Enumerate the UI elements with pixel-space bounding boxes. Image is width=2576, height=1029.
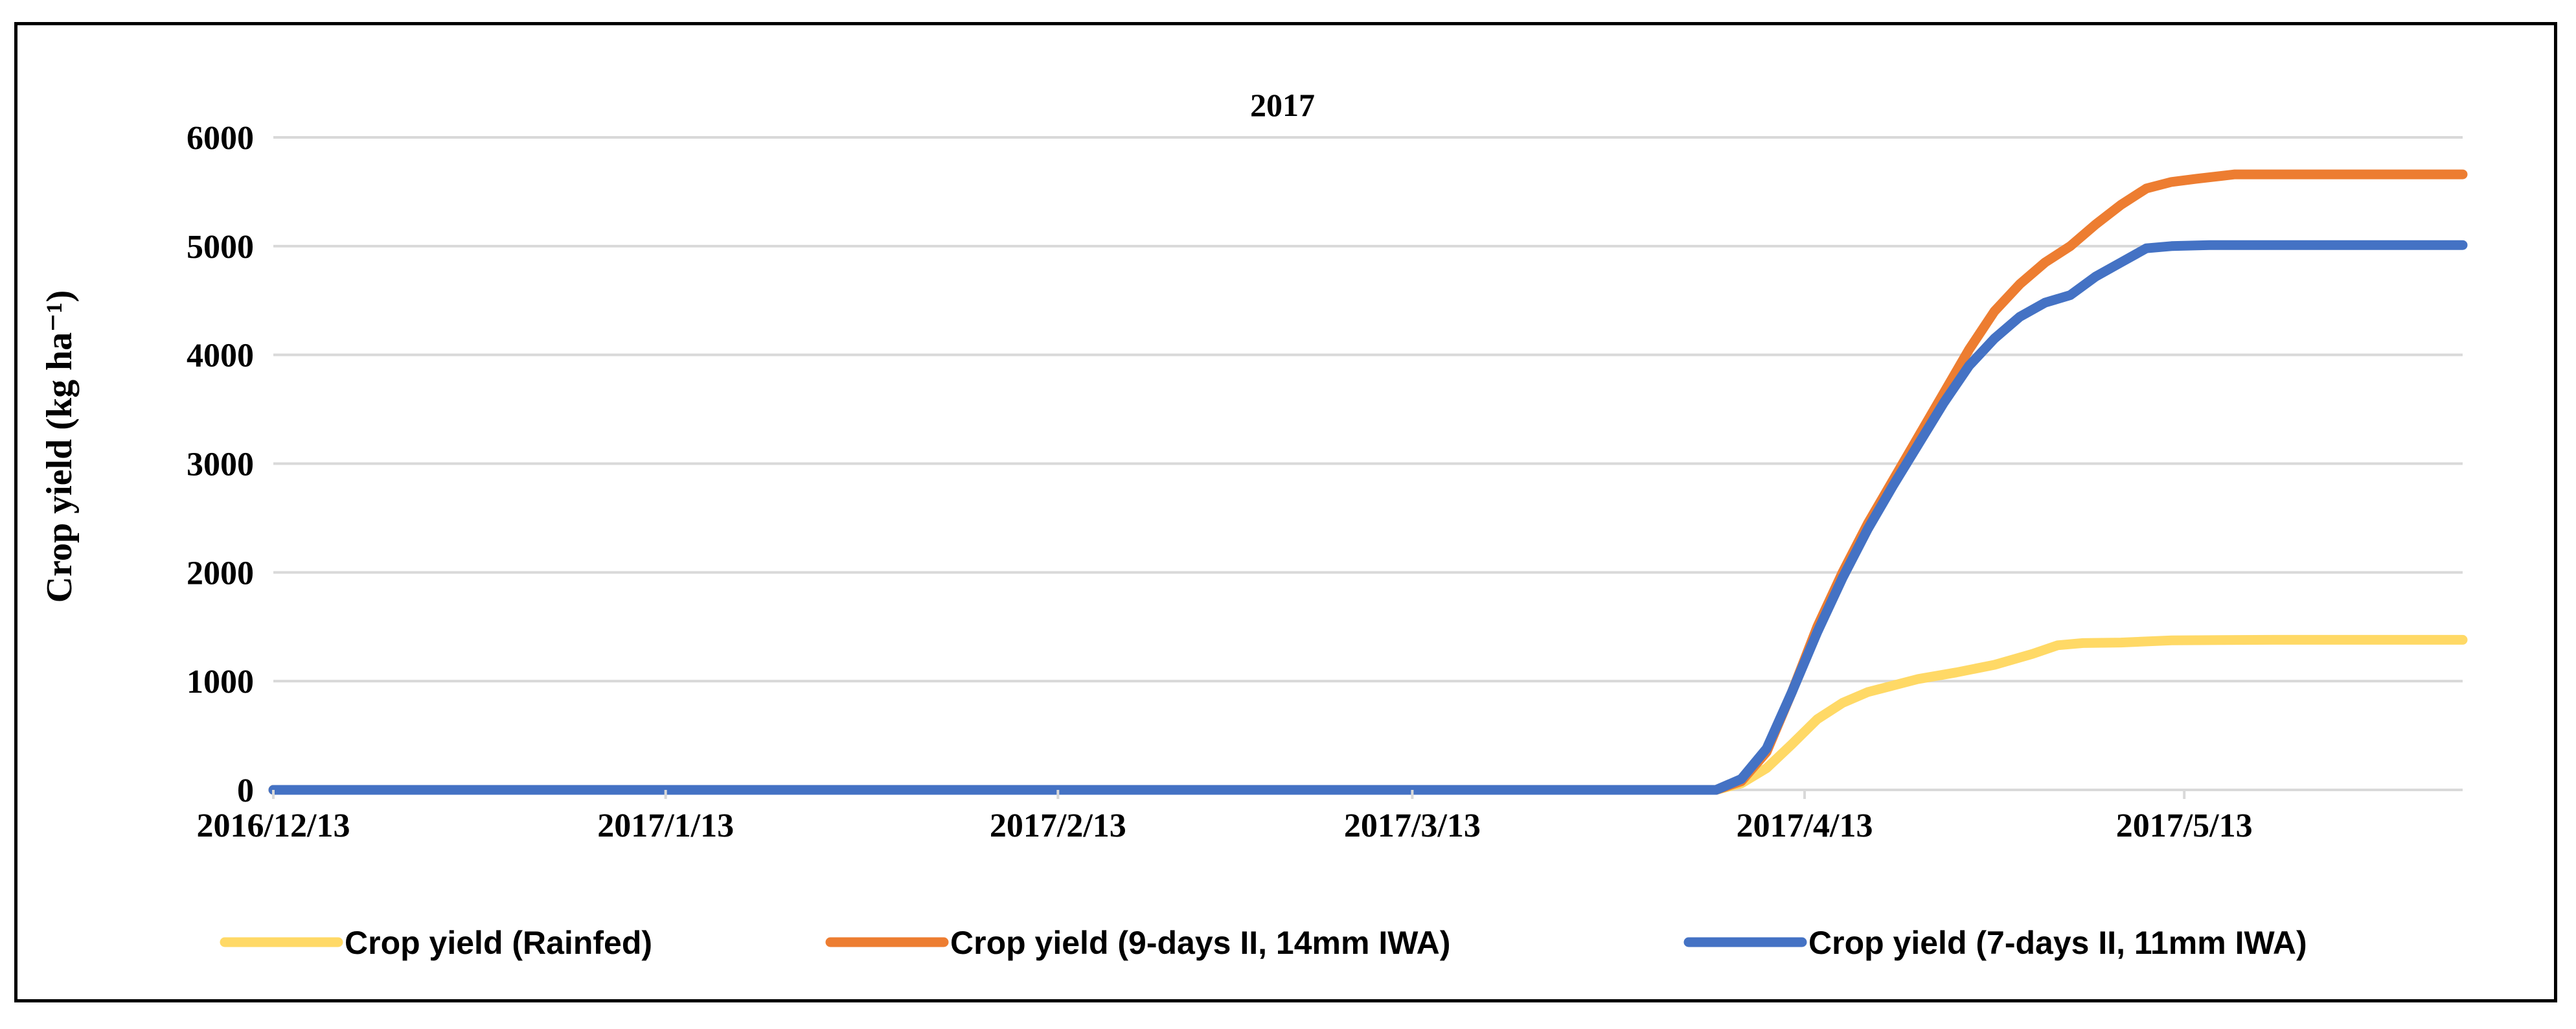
series-line-3	[268, 240, 2468, 795]
x-tick-label: 2017/2/13	[990, 807, 1126, 844]
legend-label: Crop yield (9-days II, 14mm IWA)	[950, 925, 1450, 961]
chart-frame: 0 1000 2000 3000 4000 5000 6000 2016/12/13 2017…	[14, 22, 2557, 1002]
chart-title: 2017	[1250, 87, 1315, 123]
y-tick-label: 3000	[187, 446, 254, 483]
x-tick-label: 2017/3/13	[1344, 807, 1481, 844]
y-tick-label: 1000	[187, 664, 254, 700]
y-axis-label: Crop yield (kg ha⁻¹)	[40, 290, 80, 603]
series-line-1	[268, 634, 2468, 795]
y-tick-label: 6000	[187, 120, 254, 157]
x-tick-label: 2017/1/13	[597, 807, 734, 844]
y-tick-label: 0	[237, 772, 254, 809]
legend-label: Crop yield (Rainfed)	[345, 925, 652, 961]
x-tick-label: 2016/12/13	[197, 807, 350, 844]
x-tick-label: 2017/4/13	[1737, 807, 1873, 844]
line-chart: 0 1000 2000 3000 4000 5000 6000 2016/12/13 2017…	[40, 87, 2468, 961]
x-tick-label: 2017/5/13	[2116, 807, 2253, 844]
y-tick-label: 4000	[187, 338, 254, 375]
y-tick-label: 5000	[187, 229, 254, 266]
series-line-2	[268, 169, 2468, 795]
legend-label: Crop yield (7-days II, 11mm IWA)	[1808, 925, 2307, 961]
y-tick-label: 2000	[187, 555, 254, 592]
